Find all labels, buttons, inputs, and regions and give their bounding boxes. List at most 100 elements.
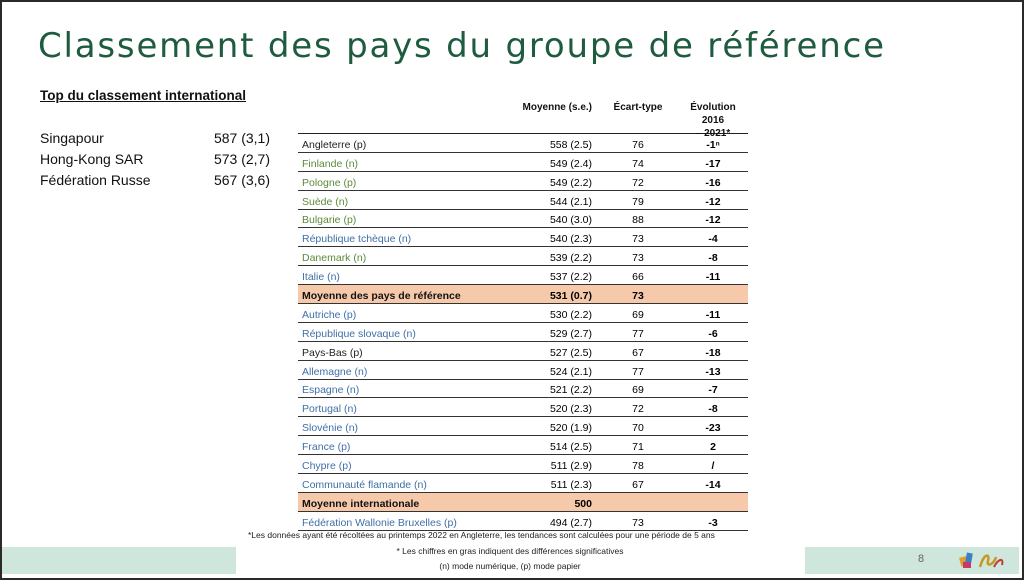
table-row: Moyenne des pays de référence 531 (0.7) 73 <box>298 285 748 305</box>
cell-sd: 73 <box>632 516 644 529</box>
table-row: République slovaque (n) 529 (2.7) 77 -6 <box>298 323 748 342</box>
table-row: Autriche (p) 530 (2.2) 69 -11 <box>298 304 748 323</box>
table-row: Pologne (p) 549 (2.2) 72 -16 <box>298 172 748 191</box>
table-row: Slovénie (n) 520 (1.9) 70 -23 <box>298 417 748 437</box>
table-row: Pays-Bas (p) 527 (2.5) 67 -18 <box>298 342 748 361</box>
cell-mean: 549 (2.4) <box>549 157 592 170</box>
cell-evolution: -7 <box>708 384 718 397</box>
top-ranking-country: Singapour <box>40 130 104 146</box>
header-mean: Moyenne (s.e.) <box>522 102 592 113</box>
table-row: Bulgarie (p) 540 (3.0) 88 -12 <box>298 210 748 229</box>
cell-mean: 531 (0.7) <box>549 290 592 303</box>
cell-mean: 544 (2.1) <box>549 195 592 208</box>
cell-sd: 78 <box>632 460 644 473</box>
reference-countries-table: Moyenne (s.e.) Écart-type Évolution 2016… <box>298 101 748 531</box>
cell-sd: 67 <box>632 346 644 359</box>
cell-sd: 73 <box>632 233 644 246</box>
cell-country: Moyenne des pays de référence <box>302 290 461 303</box>
cell-evolution: -4 <box>708 233 718 246</box>
cell-sd: 73 <box>632 252 644 265</box>
table-row: Suède (n) 544 (2.1) 79 -12 <box>298 191 748 210</box>
header-country <box>298 101 498 133</box>
table-row: Fédération Wallonie Bruxelles (p) 494 (2.… <box>298 512 748 531</box>
cell-mean: 529 (2.7) <box>549 327 592 340</box>
footnote-modes: (n) mode numérique, (p) mode papier <box>439 561 581 571</box>
top-ranking-item: Hong-Kong SAR 573 (2,7) <box>40 149 270 170</box>
cell-mean: 558 (2.5) <box>549 138 592 151</box>
top-ranking-score: 567 (3,6) <box>213 172 270 188</box>
cell-mean: 540 (3.0) <box>549 214 592 227</box>
table-row: Angleterre (p) 558 (2.5) 76 -1ⁿ <box>298 134 748 153</box>
cell-evolution: -16 <box>705 176 721 189</box>
cell-mean: 494 (2.7) <box>549 516 592 529</box>
cell-evolution <box>678 510 748 511</box>
cell-country: Finlande (n) <box>302 157 359 170</box>
table-header: Moyenne (s.e.) Écart-type Évolution 2016… <box>298 101 748 139</box>
cell-sd: 73 <box>632 290 644 303</box>
cell-country: Espagne (n) <box>302 384 360 397</box>
table-row: Allemagne (n) 524 (2.1) 77 -13 <box>298 361 748 380</box>
cell-sd: 79 <box>632 195 644 208</box>
cell-evolution: -17 <box>705 157 721 170</box>
cell-country: Moyenne internationale <box>302 497 420 510</box>
table-row: Italie (n) 537 (2.2) 66 -11 <box>298 266 748 286</box>
cell-mean: 511 (2.9) <box>550 460 592 473</box>
cell-sd: 69 <box>632 308 644 321</box>
top-ranking-score: 587 (3,1) <box>213 130 270 146</box>
cell-mean: 521 (2.2) <box>549 384 592 397</box>
top-ranking-list: Singapour 587 (3,1) Hong-Kong SAR 573 (2… <box>40 128 270 191</box>
cell-country: Portugal (n) <box>302 403 357 416</box>
cell-sd: 71 <box>632 441 644 454</box>
cell-country: Communauté flamande (n) <box>302 478 427 491</box>
table-body: Angleterre (p) 558 (2.5) 76 -1ⁿ Finlande (n)… <box>298 134 748 531</box>
header-sd: Écart-type <box>613 102 663 113</box>
cell-evolution: -14 <box>705 478 721 491</box>
cell-evolution: -12 <box>705 214 721 227</box>
cell-evolution: / <box>711 460 715 473</box>
cell-evolution: -3 <box>708 516 718 529</box>
cell-evolution: -8 <box>708 252 718 265</box>
cell-sd: 69 <box>632 384 644 397</box>
cell-mean: 511 (2.3) <box>550 478 592 491</box>
cell-country: Danemark (n) <box>302 252 367 265</box>
table-row: Chypre (p) 511 (2.9) 78 / <box>298 455 748 475</box>
table-row: Finlande (n) 549 (2.4) 74 -17 <box>298 153 748 172</box>
cell-country: Chypre (p) <box>302 460 352 473</box>
footnote-significance: * Les chiffres en gras indiquent des dif… <box>396 546 624 556</box>
cell-country: Slovénie (n) <box>302 422 359 435</box>
top-ranking-item: Singapour 587 (3,1) <box>40 128 270 149</box>
cell-mean: 527 (2.5) <box>549 346 592 359</box>
header-evolution-line1: Évolution 2016 <box>690 102 736 126</box>
table-row: Communauté flamande (n) 511 (2.3) 67 -14 <box>298 474 748 493</box>
cell-sd: 72 <box>632 176 644 189</box>
cell-evolution: -1ⁿ <box>706 138 720 151</box>
cell-evolution: -11 <box>705 308 721 321</box>
cell-country: Bulgarie (p) <box>302 214 357 227</box>
footer-bar-left <box>2 547 236 574</box>
cell-sd: 66 <box>632 271 644 284</box>
cell-sd: 70 <box>632 422 644 435</box>
cell-evolution: -8 <box>708 403 718 416</box>
cell-evolution: 2 <box>710 441 716 454</box>
cell-sd: 76 <box>632 138 644 151</box>
cell-country: Autriche (p) <box>302 308 357 321</box>
cell-country: Allemagne (n) <box>302 365 368 378</box>
top-ranking-country: Fédération Russe <box>40 172 151 188</box>
cell-mean: 514 (2.5) <box>549 441 592 454</box>
top-ranking-score: 573 (2,7) <box>213 151 270 167</box>
cell-sd: 77 <box>632 327 644 340</box>
cell-mean: 500 <box>574 497 592 510</box>
table-row: France (p) 514 (2.5) 71 2 <box>298 436 748 456</box>
cell-sd: 74 <box>632 157 644 170</box>
cell-sd: 67 <box>632 478 644 491</box>
cell-mean: 524 (2.1) <box>549 365 592 378</box>
header-evolution: Évolution 2016 – 2021* <box>678 101 748 139</box>
cell-evolution: -12 <box>705 195 721 208</box>
cell-country: Italie (n) <box>302 271 340 284</box>
table-row: République tchèque (n) 540 (2.3) 73 -4 <box>298 228 748 248</box>
header-evolution-line2: – 2021* <box>695 128 731 139</box>
cell-evolution: -18 <box>705 346 721 359</box>
cell-sd: 72 <box>632 403 644 416</box>
cell-evolution: -13 <box>705 365 721 378</box>
cell-mean: 520 (2.3) <box>549 403 592 416</box>
